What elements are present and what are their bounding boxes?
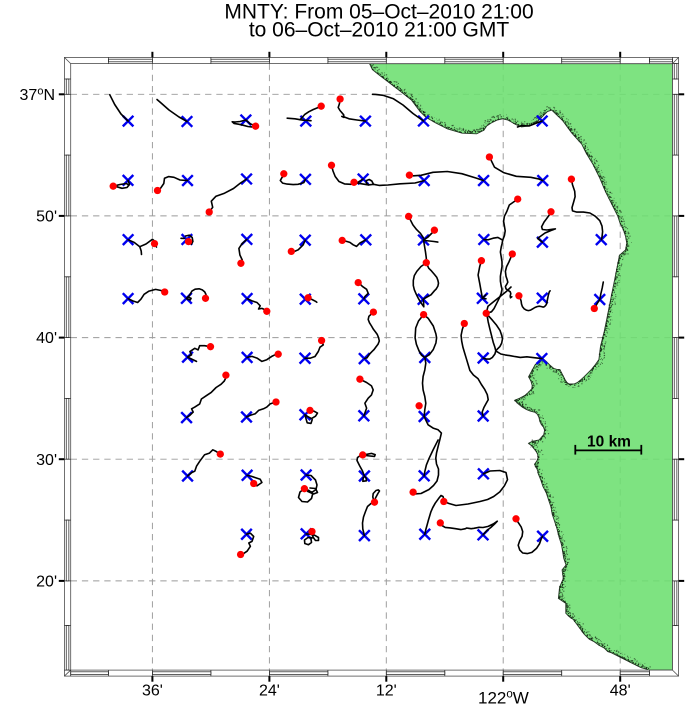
svg-text:50': 50' bbox=[36, 209, 57, 226]
svg-text:20': 20' bbox=[36, 574, 57, 591]
svg-text:37oN: 37oN bbox=[20, 86, 55, 105]
svg-text:10 km: 10 km bbox=[587, 433, 631, 450]
svg-text:30': 30' bbox=[36, 452, 57, 469]
svg-text:122oW: 122oW bbox=[478, 689, 529, 708]
svg-text:MNTY: From 05–Oct–2010 21:00: MNTY: From 05–Oct–2010 21:00 bbox=[224, 1, 533, 24]
svg-text:12': 12' bbox=[376, 683, 397, 700]
svg-text:36': 36' bbox=[142, 683, 163, 700]
svg-text:to 06–Oct–2010 21:00 GMT: to 06–Oct–2010 21:00 GMT bbox=[249, 18, 509, 41]
svg-text:24': 24' bbox=[259, 683, 280, 700]
svg-text:40': 40' bbox=[36, 330, 57, 347]
svg-text:48': 48' bbox=[610, 683, 631, 700]
